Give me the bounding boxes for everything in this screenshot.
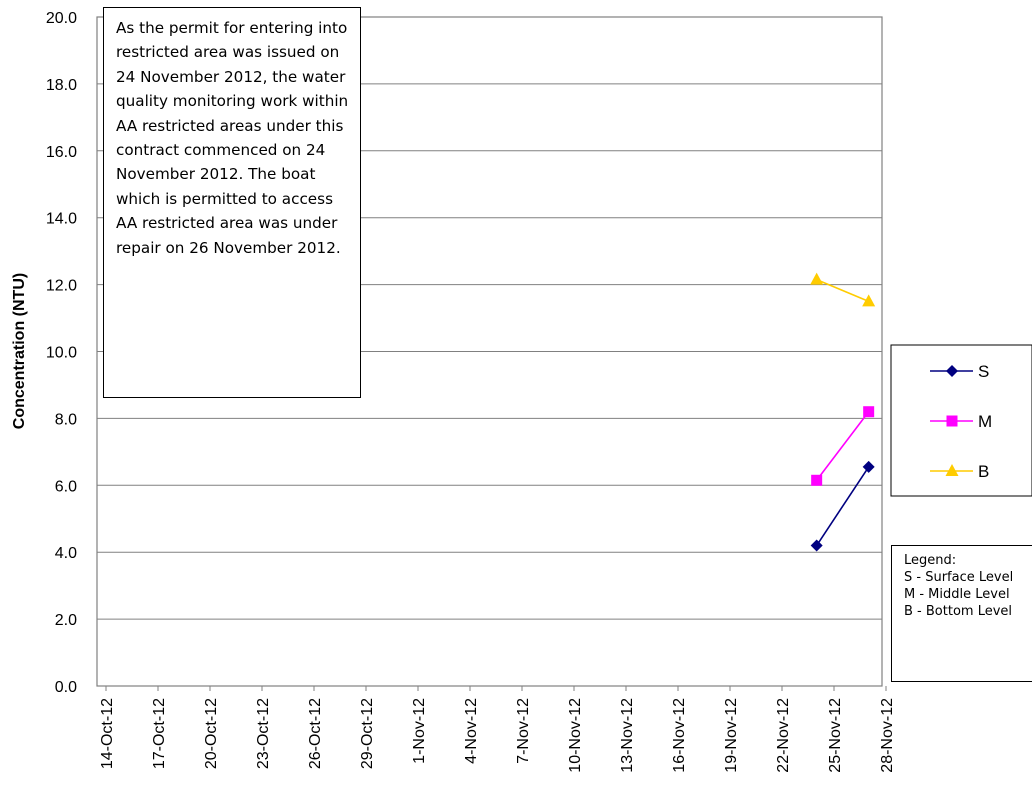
x-tick-label: 1-Nov-12 xyxy=(411,698,428,764)
legend-label-M: M xyxy=(978,412,992,431)
legend-label-B: B xyxy=(978,462,989,481)
legend: S M B xyxy=(890,344,1032,497)
key-surface: S - Surface Level xyxy=(904,570,1014,585)
y-axis-ticks: 0.0 2.0 4.0 6.0 8.0 10.0 12.0 14.0 16.0 18.0 20.0 xyxy=(46,10,77,696)
legend-marker-M xyxy=(946,415,958,427)
data-point-M xyxy=(811,474,823,486)
y-tick-label: 8.0 xyxy=(55,411,77,428)
x-tick-label: 25-Nov-12 xyxy=(827,698,844,773)
x-tick-label: 19-Nov-12 xyxy=(723,698,740,773)
data-point-S xyxy=(810,539,823,552)
y-axis-label: Concentration (NTU) xyxy=(11,273,28,429)
series-line-B xyxy=(816,278,869,303)
x-tick-label: 16-Nov-12 xyxy=(671,698,688,773)
x-tick-label: 20-Oct-12 xyxy=(203,698,220,769)
y-tick-label: 14.0 xyxy=(46,211,77,228)
x-tick-label: 17-Oct-12 xyxy=(151,698,168,769)
x-tick-label: 23-Oct-12 xyxy=(255,698,272,769)
data-point-B xyxy=(862,294,876,307)
x-tick-label: 26-Oct-12 xyxy=(307,698,324,769)
x-tick-label: 22-Nov-12 xyxy=(775,698,792,773)
key-bottom: B - Bottom Level xyxy=(904,604,1013,619)
y-tick-label: 12.0 xyxy=(46,278,77,295)
level-key-box: Legend: S - Surface Level M - Middle Lev… xyxy=(891,545,1032,682)
data-point-S xyxy=(862,460,875,473)
y-tick-label: 16.0 xyxy=(46,144,77,161)
y-tick-label: 18.0 xyxy=(46,77,77,94)
key-middle: M - Middle Level xyxy=(904,587,1010,602)
legend-marker-S xyxy=(946,365,958,377)
key-title: Legend: xyxy=(904,553,957,568)
legend-marker-B xyxy=(945,464,959,476)
x-tick-label: 13-Nov-12 xyxy=(619,698,636,773)
annotation-box: As the permit for entering into restrict… xyxy=(103,7,361,398)
series-group xyxy=(810,272,876,552)
data-point-B xyxy=(810,272,824,285)
y-tick-label: 20.0 xyxy=(46,10,77,27)
y-tick-label: 10.0 xyxy=(46,345,77,362)
y-tick-label: 6.0 xyxy=(55,478,77,495)
series-line-S xyxy=(815,466,870,546)
legend-label-S: S xyxy=(978,362,989,381)
data-point-M xyxy=(863,406,875,418)
x-tick-label: 7-Nov-12 xyxy=(515,698,532,764)
annotation-text: As the permit for entering into restrict… xyxy=(116,19,349,257)
x-tick-label: 14-Oct-12 xyxy=(99,698,116,769)
y-tick-label: 0.0 xyxy=(55,679,77,696)
series-line-M xyxy=(816,411,870,481)
x-tick-label: 29-Oct-12 xyxy=(359,698,376,769)
plot-area xyxy=(96,16,883,687)
x-tick-label: 4-Nov-12 xyxy=(463,698,480,764)
y-tick-label: 4.0 xyxy=(55,545,77,562)
x-tick-label: 28-Nov-12 xyxy=(879,698,896,773)
x-tick-label: 10-Nov-12 xyxy=(567,698,584,773)
x-axis-ticks: 14-Oct-12 17-Oct-12 20-Oct-12 23-Oct-12 26-O… xyxy=(99,686,896,773)
y-tick-label: 2.0 xyxy=(55,612,77,629)
